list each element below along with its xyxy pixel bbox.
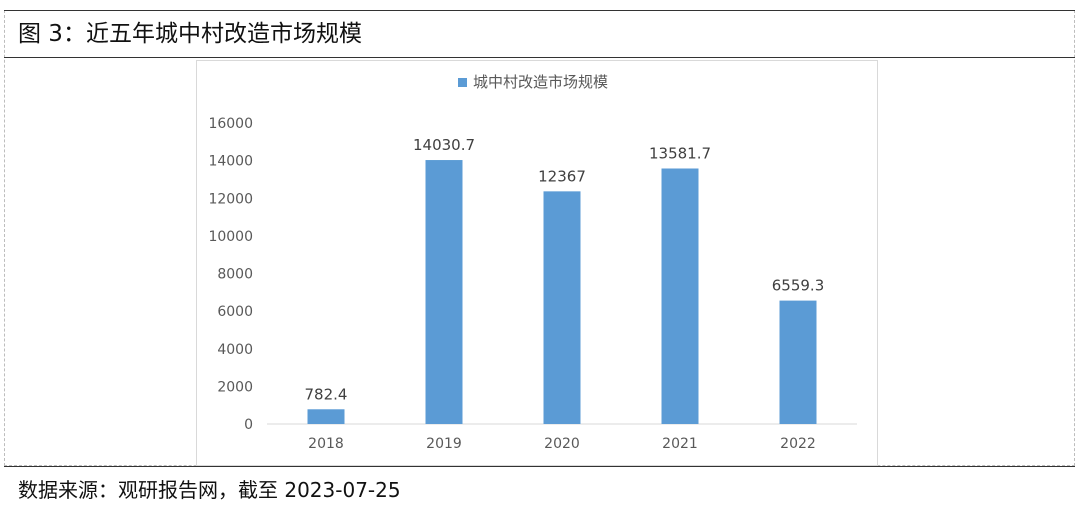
data-label: 782.4 — [305, 385, 348, 403]
x-tick-label: 2022 — [780, 436, 816, 452]
bottom-rule — [4, 466, 1075, 467]
y-tick-label: 2000 — [217, 379, 253, 395]
bar — [425, 160, 463, 424]
figure-title-bar: 图 3：近五年城中村改造市场规模 — [4, 10, 1075, 58]
y-tick-label: 10000 — [208, 229, 253, 245]
x-tick-label: 2018 — [308, 436, 344, 452]
chart-area: 城中村改造市场规模 0 2000 4000 6000 8000 10000 12000 1400… — [196, 60, 878, 466]
y-tick-label: 14000 — [208, 154, 253, 170]
y-tick-label: 0 — [244, 417, 253, 433]
y-tick-label: 8000 — [217, 267, 253, 283]
legend-swatch — [458, 78, 467, 87]
bar — [543, 191, 581, 424]
data-label: 13581.7 — [649, 144, 711, 162]
data-label: 6559.3 — [772, 277, 825, 295]
x-tick-label: 2020 — [544, 436, 580, 452]
y-tick-label: 16000 — [208, 116, 253, 132]
x-tick-label: 2021 — [662, 436, 698, 452]
legend-label: 城中村改造市场规模 — [473, 73, 608, 91]
figure-title: 图 3：近五年城中村改造市场规模 — [18, 21, 362, 47]
bar-chart: 城中村改造市场规模 0 2000 4000 6000 8000 10000 12000 1400… — [208, 73, 857, 452]
bar — [661, 168, 699, 424]
bar — [779, 300, 817, 424]
y-tick-label: 6000 — [217, 304, 253, 320]
y-tick-label: 12000 — [208, 191, 253, 207]
data-source: 数据来源：观研报告网，截至 2023-07-25 — [18, 478, 401, 502]
data-label: 14030.7 — [413, 136, 475, 154]
bar — [307, 409, 345, 424]
x-tick-label: 2019 — [426, 436, 462, 452]
y-tick-label: 4000 — [217, 342, 253, 358]
data-label: 12367 — [538, 167, 586, 185]
